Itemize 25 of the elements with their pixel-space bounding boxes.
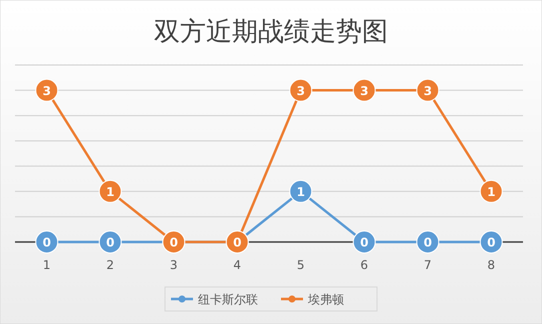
x-tick-label: 7 xyxy=(424,258,432,272)
x-tick-label: 5 xyxy=(296,258,305,272)
legend-label: 纽卡斯尔联 xyxy=(198,292,258,306)
legend-label: 埃弗顿 xyxy=(307,292,344,306)
data-label: 3 xyxy=(296,84,305,98)
x-tick-label: 2 xyxy=(106,258,114,272)
data-label: 3 xyxy=(360,84,368,98)
data-label: 1 xyxy=(487,184,496,199)
data-label: 0 xyxy=(360,236,368,250)
data-label: 0 xyxy=(170,236,178,250)
data-label: 3 xyxy=(424,84,432,98)
data-label: 1 xyxy=(106,184,114,199)
x-tick-label: 8 xyxy=(487,258,496,272)
data-label: 0 xyxy=(233,236,242,250)
data-label: 0 xyxy=(106,236,114,250)
x-tick-label: 1 xyxy=(42,258,51,272)
x-tick-label: 6 xyxy=(360,258,368,272)
data-label: 0 xyxy=(424,236,432,250)
data-label: 0 xyxy=(487,236,496,250)
data-label: 3 xyxy=(42,84,51,98)
x-tick-label: 4 xyxy=(233,258,242,272)
chart-title: 双方近期战绩走势图 xyxy=(154,17,388,47)
data-label: 0 xyxy=(42,236,51,250)
x-tick-label: 3 xyxy=(170,258,178,272)
data-label: 1 xyxy=(296,184,305,199)
